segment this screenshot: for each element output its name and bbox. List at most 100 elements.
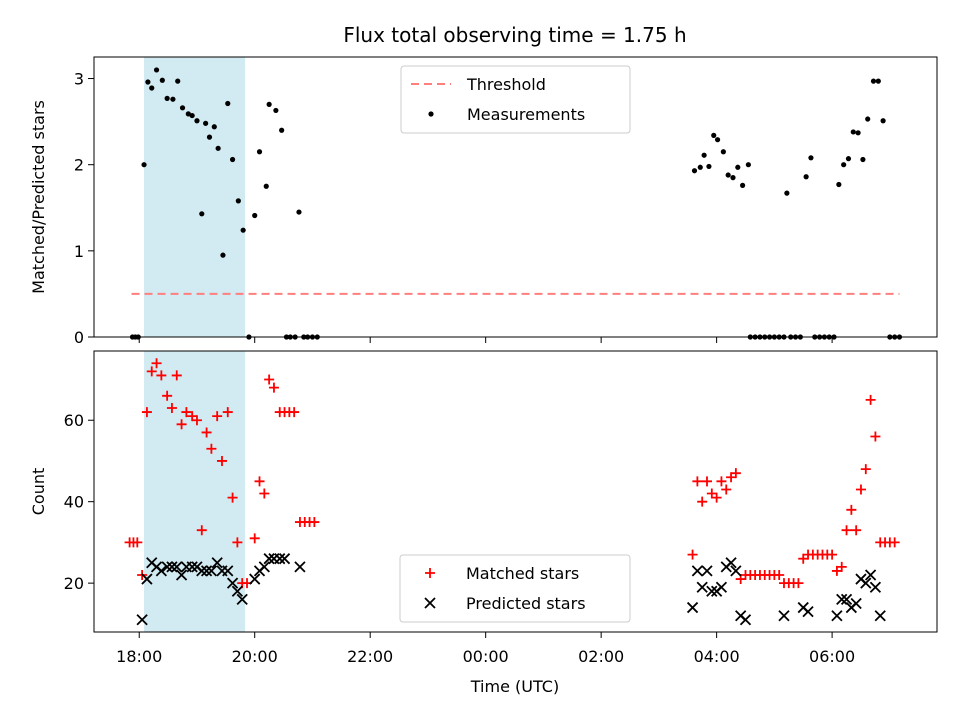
- legend-swatch: [425, 568, 435, 578]
- data-point: [841, 162, 847, 168]
- data-point: [860, 156, 866, 163]
- predicted-point: [171, 561, 183, 573]
- predicted-point: [850, 597, 862, 610]
- data-point: [225, 100, 231, 107]
- ylabel-bottom: Count: [29, 468, 48, 516]
- data-point: [730, 175, 736, 181]
- data-point: [735, 164, 741, 170]
- matched-point: [232, 537, 243, 548]
- axes-frame-bottom: [93, 350, 938, 633]
- predicted-point: [186, 561, 198, 573]
- predicted-point: [205, 565, 218, 577]
- data-point: [745, 162, 751, 168]
- data-point: [263, 183, 269, 189]
- matched-point: [146, 366, 157, 377]
- predicted-point: [236, 593, 248, 606]
- matched-point: [730, 468, 741, 479]
- matched-point: [166, 403, 177, 414]
- data-point: [149, 85, 155, 91]
- matched-point: [697, 496, 708, 507]
- predicted-point: [840, 593, 853, 606]
- panel-bottom: 20 40 60 18:00 20:00 22:00 00:00 02:00 04:00 06:…: [29, 350, 938, 666]
- x-tick-label: 02:00: [578, 647, 624, 666]
- matched-point: [171, 370, 182, 381]
- panel-top: 0 1 2 3 Matched/Predicted stars Threshold Me…: [29, 56, 938, 347]
- data-point: [875, 78, 881, 84]
- predicted-point: [864, 569, 877, 581]
- matched-point: [181, 407, 192, 418]
- data-point: [803, 174, 809, 180]
- matched-point: [254, 476, 265, 487]
- series-measurements: [129, 67, 903, 340]
- data-point: [159, 77, 165, 83]
- data-point: [706, 163, 712, 170]
- predicted-point: [725, 557, 737, 569]
- predicted-point: [249, 573, 261, 585]
- matched-point: [222, 407, 233, 418]
- series-predicted-stars: [136, 553, 886, 626]
- predicted-point: [200, 565, 213, 577]
- x-tick-label: 18:00: [116, 647, 162, 666]
- matched-point: [774, 569, 785, 580]
- data-point: [697, 164, 703, 170]
- predicted-point: [874, 610, 886, 622]
- data-point: [189, 112, 195, 119]
- matched-point: [289, 407, 300, 418]
- data-point: [153, 67, 160, 73]
- data-point: [145, 79, 151, 85]
- data-point: [175, 78, 181, 84]
- matched-point: [711, 492, 722, 503]
- matched-point: [206, 443, 217, 454]
- legend-label: Threshold: [466, 75, 546, 94]
- predicted-point: [691, 565, 704, 577]
- data-point: [229, 156, 236, 163]
- data-point: [211, 124, 217, 130]
- y-tick-label: 20: [64, 574, 84, 593]
- matched-point: [687, 549, 698, 560]
- matched-point: [141, 407, 152, 418]
- data-point: [164, 95, 170, 101]
- data-point: [701, 152, 707, 158]
- x-tick-label: 06:00: [809, 647, 855, 666]
- predicted-point: [836, 593, 848, 606]
- legend-label: Measurements: [467, 105, 585, 124]
- shaded-interval: [144, 351, 246, 632]
- x-tick-label: 04:00: [694, 647, 740, 666]
- matched-point: [132, 537, 143, 548]
- data-point: [215, 145, 221, 151]
- matched-point: [841, 525, 852, 536]
- data-point: [179, 105, 186, 111]
- figure-title: Flux total observing time = 1.75 h: [343, 23, 686, 47]
- data-point: [273, 107, 279, 114]
- data-point: [836, 181, 842, 188]
- predicted-point: [175, 569, 188, 581]
- data-point: [870, 78, 877, 84]
- data-point: [220, 252, 226, 258]
- predicted-point: [263, 553, 275, 565]
- data-point: [880, 118, 886, 124]
- predicted-point: [778, 610, 790, 622]
- predicted-point: [161, 561, 173, 573]
- predicted-point: [802, 606, 814, 618]
- matched-point: [870, 431, 881, 442]
- predicted-point: [274, 553, 286, 565]
- axes-frame-top: [93, 56, 938, 338]
- data-point: [194, 118, 200, 124]
- predicted-point: [136, 614, 148, 626]
- matched-point: [692, 476, 703, 487]
- data-point: [740, 182, 746, 188]
- y-tick-label: 0: [74, 328, 84, 347]
- legend-label: Predicted stars: [466, 594, 586, 613]
- data-point: [141, 162, 147, 168]
- predicted-point: [258, 561, 270, 573]
- legend-box: [399, 554, 631, 623]
- predicted-point: [231, 585, 244, 597]
- predicted-point: [739, 614, 752, 626]
- data-point: [691, 168, 698, 174]
- predicted-point: [701, 565, 713, 577]
- legend-swatch: [428, 111, 434, 117]
- predicted-point: [155, 565, 167, 577]
- matched-point: [216, 455, 227, 466]
- matched-point: [836, 561, 847, 572]
